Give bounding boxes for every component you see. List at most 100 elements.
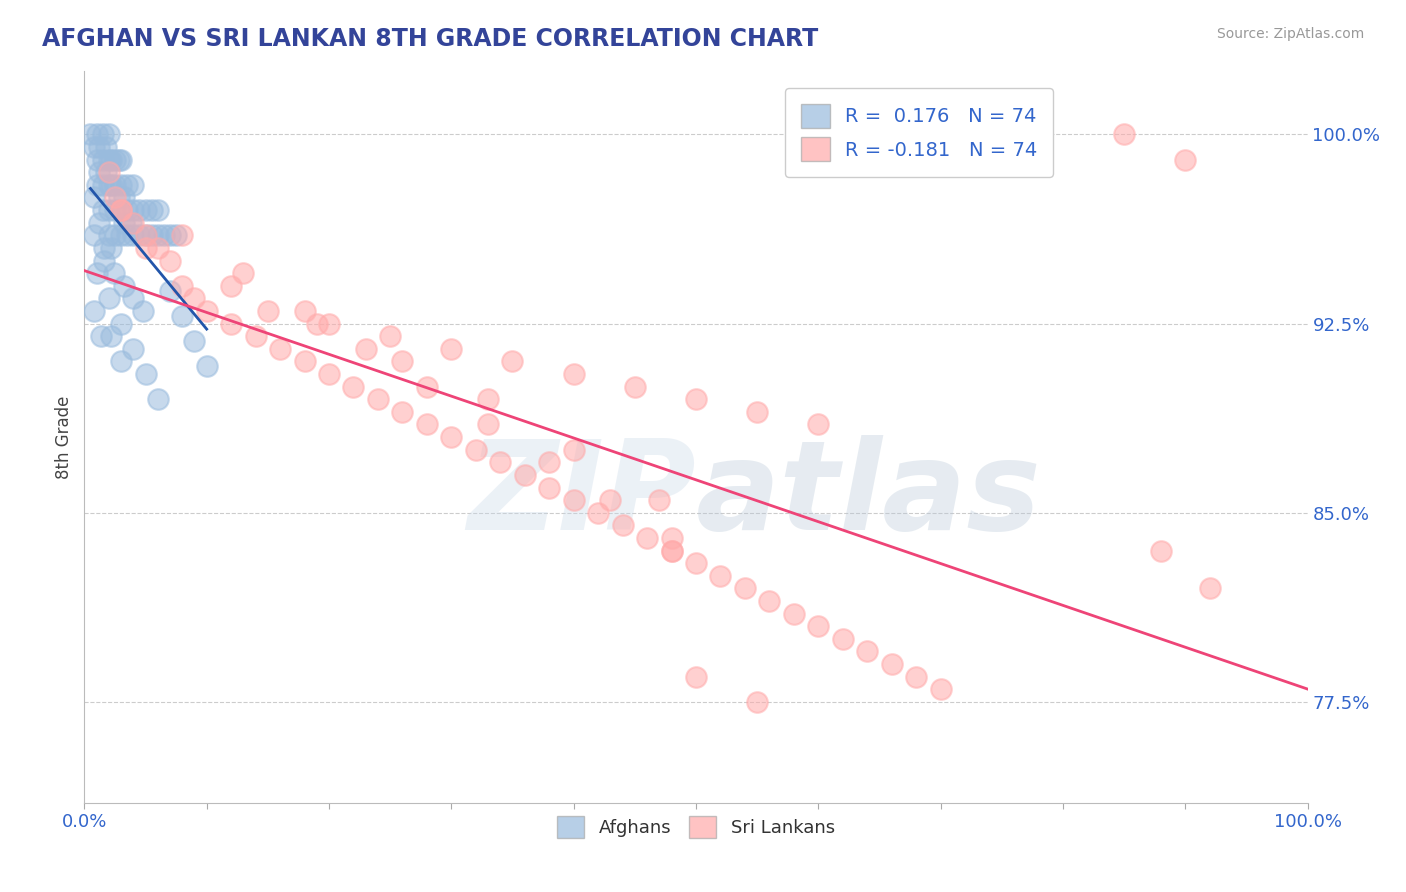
Point xyxy=(856,644,879,658)
Point xyxy=(562,493,585,508)
Point xyxy=(165,228,187,243)
Point xyxy=(354,342,377,356)
Point xyxy=(115,178,138,192)
Point xyxy=(146,203,169,218)
Point xyxy=(513,467,536,482)
Point xyxy=(1114,128,1136,142)
Point xyxy=(159,253,181,268)
Point xyxy=(807,417,830,432)
Point xyxy=(103,266,125,280)
Point xyxy=(172,278,194,293)
Point xyxy=(1150,543,1173,558)
Point xyxy=(562,367,585,381)
Point xyxy=(100,241,122,255)
Point xyxy=(685,556,707,570)
Point xyxy=(107,190,129,204)
Point xyxy=(110,178,132,192)
Point xyxy=(112,216,135,230)
Point xyxy=(96,165,118,179)
Point xyxy=(416,417,439,432)
Point xyxy=(477,392,499,407)
Point xyxy=(87,216,110,230)
Point xyxy=(110,317,132,331)
Point xyxy=(100,153,122,167)
Point xyxy=(391,354,413,368)
Point xyxy=(183,334,205,349)
Point xyxy=(97,228,120,243)
Point xyxy=(929,682,952,697)
Point xyxy=(122,178,145,192)
Point xyxy=(172,228,194,243)
Point xyxy=(648,493,671,508)
Point xyxy=(709,569,731,583)
Point xyxy=(86,178,108,192)
Point xyxy=(135,367,157,381)
Point xyxy=(97,128,120,142)
Point xyxy=(747,405,769,419)
Y-axis label: 8th Grade: 8th Grade xyxy=(55,395,73,479)
Point xyxy=(93,241,115,255)
Point xyxy=(104,228,127,243)
Point xyxy=(153,228,176,243)
Point xyxy=(624,379,647,393)
Point xyxy=(141,203,163,218)
Point xyxy=(159,284,181,298)
Point xyxy=(135,228,157,243)
Point xyxy=(107,153,129,167)
Point xyxy=(96,140,118,154)
Point xyxy=(294,354,316,368)
Point xyxy=(104,190,127,204)
Point xyxy=(110,203,132,218)
Point xyxy=(86,153,108,167)
Point xyxy=(146,392,169,407)
Point xyxy=(807,619,830,633)
Point xyxy=(128,228,150,243)
Point xyxy=(636,531,658,545)
Point xyxy=(734,582,756,596)
Point xyxy=(79,128,101,142)
Point xyxy=(367,392,389,407)
Point xyxy=(416,379,439,393)
Point xyxy=(141,228,163,243)
Point xyxy=(115,203,138,218)
Point xyxy=(257,304,280,318)
Point xyxy=(783,607,806,621)
Point xyxy=(83,140,105,154)
Text: AFGHAN VS SRI LANKAN 8TH GRADE CORRELATION CHART: AFGHAN VS SRI LANKAN 8TH GRADE CORRELATI… xyxy=(42,27,818,51)
Point xyxy=(100,329,122,343)
Point xyxy=(391,405,413,419)
Point xyxy=(477,417,499,432)
Point xyxy=(489,455,512,469)
Point xyxy=(93,253,115,268)
Point xyxy=(440,430,463,444)
Point xyxy=(122,228,145,243)
Legend: Afghans, Sri Lankans: Afghans, Sri Lankans xyxy=(550,808,842,845)
Point xyxy=(91,153,114,167)
Point xyxy=(87,165,110,179)
Point xyxy=(104,178,127,192)
Point xyxy=(880,657,903,671)
Point xyxy=(232,266,254,280)
Point xyxy=(905,670,928,684)
Point xyxy=(294,304,316,318)
Point xyxy=(380,329,402,343)
Point xyxy=(685,392,707,407)
Point xyxy=(612,518,634,533)
Point xyxy=(586,506,609,520)
Point xyxy=(91,203,114,218)
Point xyxy=(122,203,145,218)
Point xyxy=(83,304,105,318)
Point xyxy=(86,128,108,142)
Point xyxy=(538,481,561,495)
Point xyxy=(599,493,621,508)
Point xyxy=(83,228,105,243)
Point xyxy=(195,359,218,374)
Point xyxy=(342,379,364,393)
Point xyxy=(831,632,853,646)
Point xyxy=(219,278,242,293)
Point xyxy=(135,228,157,243)
Point xyxy=(305,317,328,331)
Point xyxy=(97,291,120,305)
Point xyxy=(1174,153,1197,167)
Point xyxy=(97,165,120,179)
